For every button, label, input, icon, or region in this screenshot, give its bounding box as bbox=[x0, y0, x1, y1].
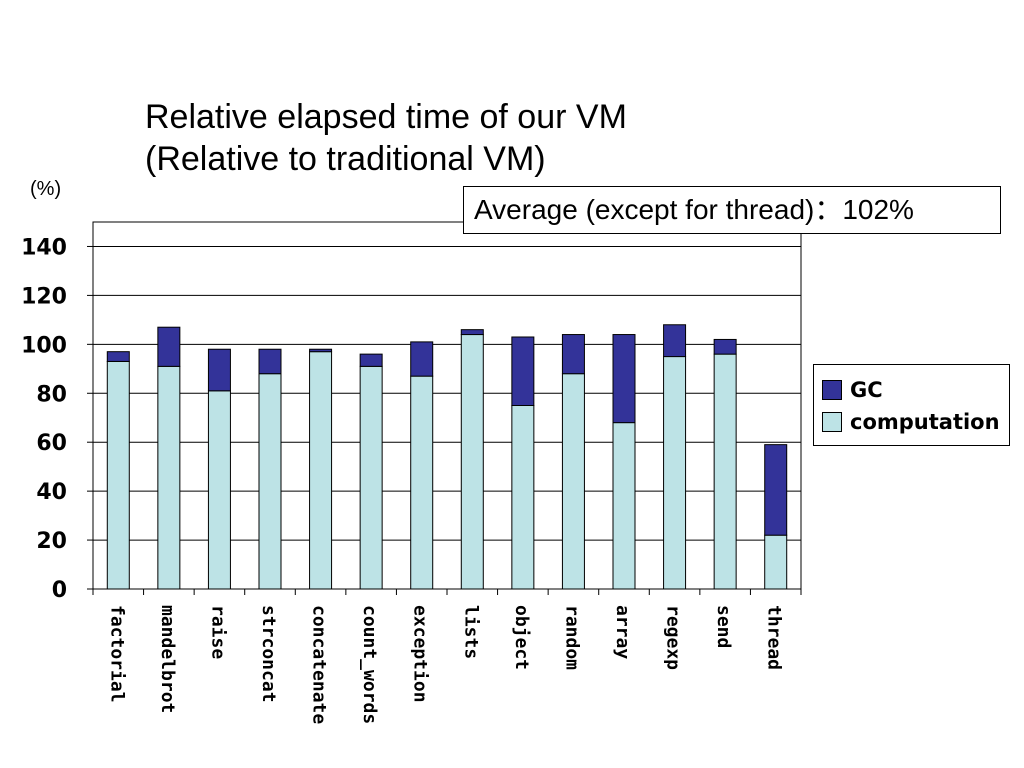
y-tick-labels: 0 20 40 60 80 100 120 140 bbox=[21, 235, 67, 603]
y-tick-label: 100 bbox=[21, 333, 67, 358]
legend-label-computation: computation bbox=[850, 410, 1000, 434]
x-tick-label-array: array bbox=[612, 605, 633, 659]
x-tick-label-random: random bbox=[561, 605, 582, 670]
bar-gc-concatenate bbox=[309, 348, 333, 353]
x-tick-label-mandelbrot: mandelbrot bbox=[157, 605, 178, 713]
legend: GC computation bbox=[813, 364, 1010, 446]
bar-gc-send bbox=[713, 338, 737, 355]
y-tick-label: 40 bbox=[36, 480, 67, 505]
bar-gc-thread bbox=[764, 444, 788, 536]
legend-label-gc: GC bbox=[850, 378, 883, 402]
x-tick-label-thread: thread bbox=[764, 605, 785, 670]
bar-computation-array bbox=[612, 422, 636, 590]
bar-gc-object bbox=[511, 336, 535, 407]
chart-title-line-1: Relative elapsed time of our VM bbox=[145, 98, 627, 136]
y-tick-label: 20 bbox=[36, 529, 67, 554]
x-tick-label-lists: lists bbox=[460, 605, 481, 659]
legend-item-gc: GC bbox=[822, 378, 883, 402]
bar-computation-exception bbox=[410, 375, 434, 590]
bar-computation-concatenate bbox=[309, 351, 333, 590]
y-tick-label: 80 bbox=[36, 382, 67, 407]
chart-title-line-2: (Relative to traditional VM) bbox=[145, 140, 546, 178]
plot-frame bbox=[92, 221, 802, 590]
chart-title: Relative elapsed time of our VM (Relativ… bbox=[145, 96, 627, 180]
x-tick-labels: factorial mandelbrot raise strconcat concate… bbox=[106, 605, 784, 724]
bar-gc-regexp bbox=[663, 324, 687, 358]
bar-computation-count_words bbox=[359, 365, 383, 590]
bar-computation-send bbox=[713, 353, 737, 590]
grid-lines bbox=[93, 245, 801, 541]
bar-computation-mandelbrot bbox=[157, 365, 181, 590]
bar-gc-exception bbox=[410, 341, 434, 377]
bar-computation-regexp bbox=[663, 356, 687, 590]
x-tick-label-concatenate: concatenate bbox=[309, 605, 330, 724]
x-tick-label-factorial: factorial bbox=[106, 605, 127, 703]
bar-gc-factorial bbox=[106, 351, 130, 362]
bar-computation-strconcat bbox=[258, 373, 282, 590]
x-tick-label-object: object bbox=[511, 605, 532, 670]
x-tick-label-raise: raise bbox=[207, 605, 228, 659]
bar-gc-array bbox=[612, 334, 636, 424]
legend-swatch-gc bbox=[822, 380, 842, 400]
bar-gc-random bbox=[561, 334, 585, 375]
bar-computation-raise bbox=[207, 390, 231, 590]
bar-gc-raise bbox=[207, 348, 231, 392]
bar-gc-count_words bbox=[359, 353, 383, 367]
bars bbox=[106, 324, 788, 590]
bar-computation-thread bbox=[764, 534, 788, 590]
x-tick-label-send: send bbox=[713, 605, 734, 648]
x-tick-label-count_words: count_words bbox=[359, 605, 380, 724]
axes bbox=[87, 221, 802, 595]
y-tick-label: 60 bbox=[36, 431, 67, 456]
bar-gc-mandelbrot bbox=[157, 326, 181, 367]
bar-gc-lists bbox=[460, 329, 484, 336]
average-annotation: Average (except for thread)：102% bbox=[463, 186, 1001, 234]
y-axis-unit-label: (%) bbox=[30, 178, 62, 200]
legend-item-computation: computation bbox=[822, 410, 1000, 434]
y-tick-label: 120 bbox=[21, 284, 67, 309]
y-tick-label: 0 bbox=[52, 578, 67, 603]
legend-swatch-computation bbox=[822, 412, 842, 432]
bar-computation-random bbox=[561, 373, 585, 590]
y-tick-label: 140 bbox=[21, 235, 67, 260]
bar-gc-strconcat bbox=[258, 348, 282, 375]
bar-computation-factorial bbox=[106, 360, 130, 590]
bar-computation-lists bbox=[460, 334, 484, 590]
bar-computation-object bbox=[511, 405, 535, 590]
x-tick-label-regexp: regexp bbox=[663, 605, 684, 670]
x-tick-label-strconcat: strconcat bbox=[258, 605, 279, 703]
x-tick-label-exception: exception bbox=[410, 605, 431, 703]
